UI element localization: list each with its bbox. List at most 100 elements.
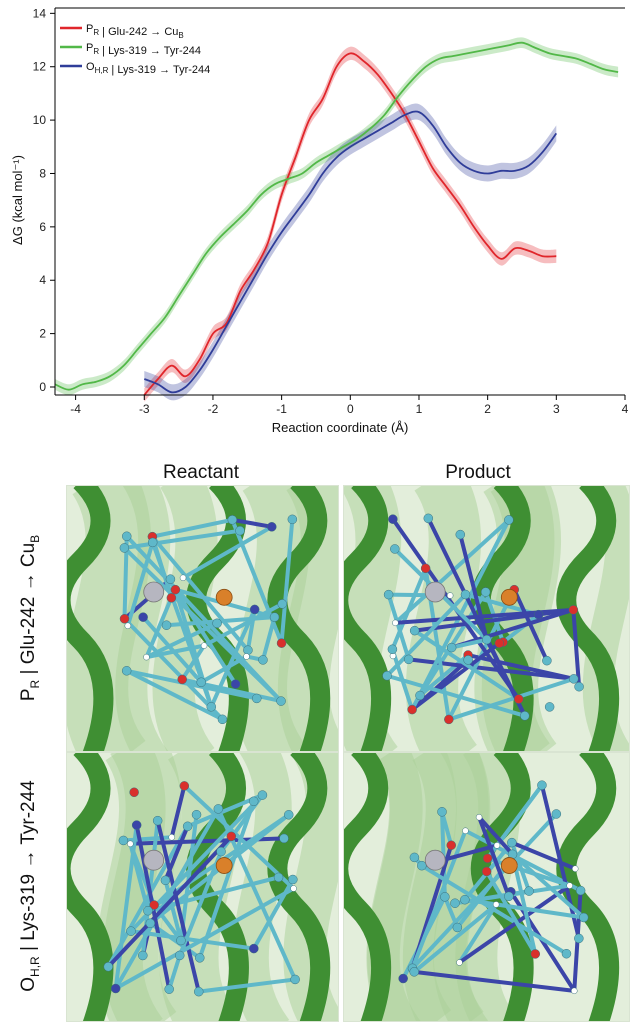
atom	[160, 875, 171, 886]
atom	[149, 900, 159, 910]
atom	[460, 894, 470, 905]
row-label-pr-text: PR | Glu-242 → CuB	[18, 534, 42, 701]
bond	[125, 540, 155, 628]
atom	[571, 865, 579, 872]
bond	[173, 587, 214, 709]
atom	[277, 599, 287, 609]
atom	[492, 901, 500, 908]
atom	[196, 677, 206, 688]
atom	[121, 666, 132, 676]
bond	[412, 607, 576, 633]
bond	[150, 517, 235, 539]
atom	[168, 834, 175, 841]
atom	[456, 959, 463, 966]
atom	[390, 544, 400, 554]
atom	[403, 654, 414, 665]
iron-atom	[143, 849, 165, 871]
atom	[423, 513, 434, 524]
atom	[216, 846, 226, 857]
x-tick-label: 0	[347, 402, 354, 416]
atom	[407, 704, 417, 715]
atom	[392, 619, 399, 627]
atom	[230, 679, 241, 689]
series-line-2	[143, 110, 558, 394]
protein-helix	[67, 486, 114, 751]
row-label-ohr-text: OH,R | Lys-319 → Tyr-244	[18, 780, 42, 992]
bond	[477, 815, 511, 899]
atom	[138, 612, 148, 622]
atom	[147, 537, 158, 548]
bond	[446, 676, 576, 722]
bond	[426, 516, 527, 718]
copper-atom	[500, 588, 518, 606]
bond	[412, 969, 577, 993]
atom	[276, 696, 286, 706]
protein-helix	[470, 486, 534, 751]
atom	[126, 926, 136, 936]
bond	[410, 657, 471, 712]
atom	[561, 948, 572, 959]
atom	[398, 973, 408, 984]
bond	[199, 654, 249, 685]
bond	[484, 869, 538, 956]
atom	[200, 642, 208, 649]
atom	[444, 714, 454, 725]
atom	[507, 837, 517, 848]
atom	[382, 670, 392, 681]
atom	[249, 604, 260, 615]
atom	[174, 950, 185, 961]
bond	[144, 621, 220, 660]
iron-atom	[424, 849, 446, 871]
atom	[258, 655, 268, 665]
bond	[440, 809, 454, 848]
bond	[124, 668, 225, 722]
atom	[176, 935, 186, 946]
bond	[209, 607, 257, 709]
bond	[197, 799, 256, 960]
atom	[290, 885, 297, 892]
y-tick-label: 6	[39, 220, 46, 234]
legend-entry-1: PR | Lys-319 → Tyr-244	[86, 42, 201, 57]
y-tick-label: 4	[39, 273, 46, 287]
bond	[477, 815, 515, 857]
atom	[179, 781, 190, 791]
bond	[196, 977, 298, 994]
protein-helix	[556, 486, 620, 751]
atom	[122, 531, 132, 542]
bond	[260, 615, 277, 662]
atom	[243, 653, 250, 660]
bond	[410, 828, 468, 971]
atom	[569, 674, 579, 684]
atom	[257, 790, 268, 800]
bond	[279, 517, 295, 646]
atom	[191, 809, 202, 820]
atom	[138, 950, 148, 961]
atom	[129, 787, 139, 798]
atom	[127, 840, 134, 848]
bond	[385, 673, 527, 718]
x-tick-label: -1	[276, 402, 287, 416]
atom	[571, 987, 578, 995]
y-tick-label: 14	[33, 6, 47, 20]
copper-atom	[500, 857, 518, 874]
atom	[177, 674, 187, 685]
atom	[452, 922, 463, 933]
atom	[417, 860, 427, 871]
y-tick-label: 0	[39, 380, 46, 394]
atom	[124, 622, 132, 630]
atom	[568, 605, 579, 615]
x-ticks: -4 -3 -2 -1 0 1 2 3 4	[70, 395, 629, 416]
copper-atom	[215, 588, 233, 606]
atom	[578, 912, 589, 923]
legend: PR | Glu-242 → CuB PR | Lys-319 → Tyr-244…	[60, 23, 210, 76]
atom	[243, 645, 253, 655]
bond	[463, 828, 583, 893]
atom	[530, 949, 541, 959]
x-tick-label: -3	[139, 402, 150, 416]
atom	[475, 813, 483, 821]
y-ticks: 0 2 4 6 8 10 12 14	[33, 6, 55, 394]
atom	[283, 810, 294, 820]
bond	[150, 534, 250, 653]
atom	[493, 842, 501, 849]
bond	[449, 637, 489, 650]
